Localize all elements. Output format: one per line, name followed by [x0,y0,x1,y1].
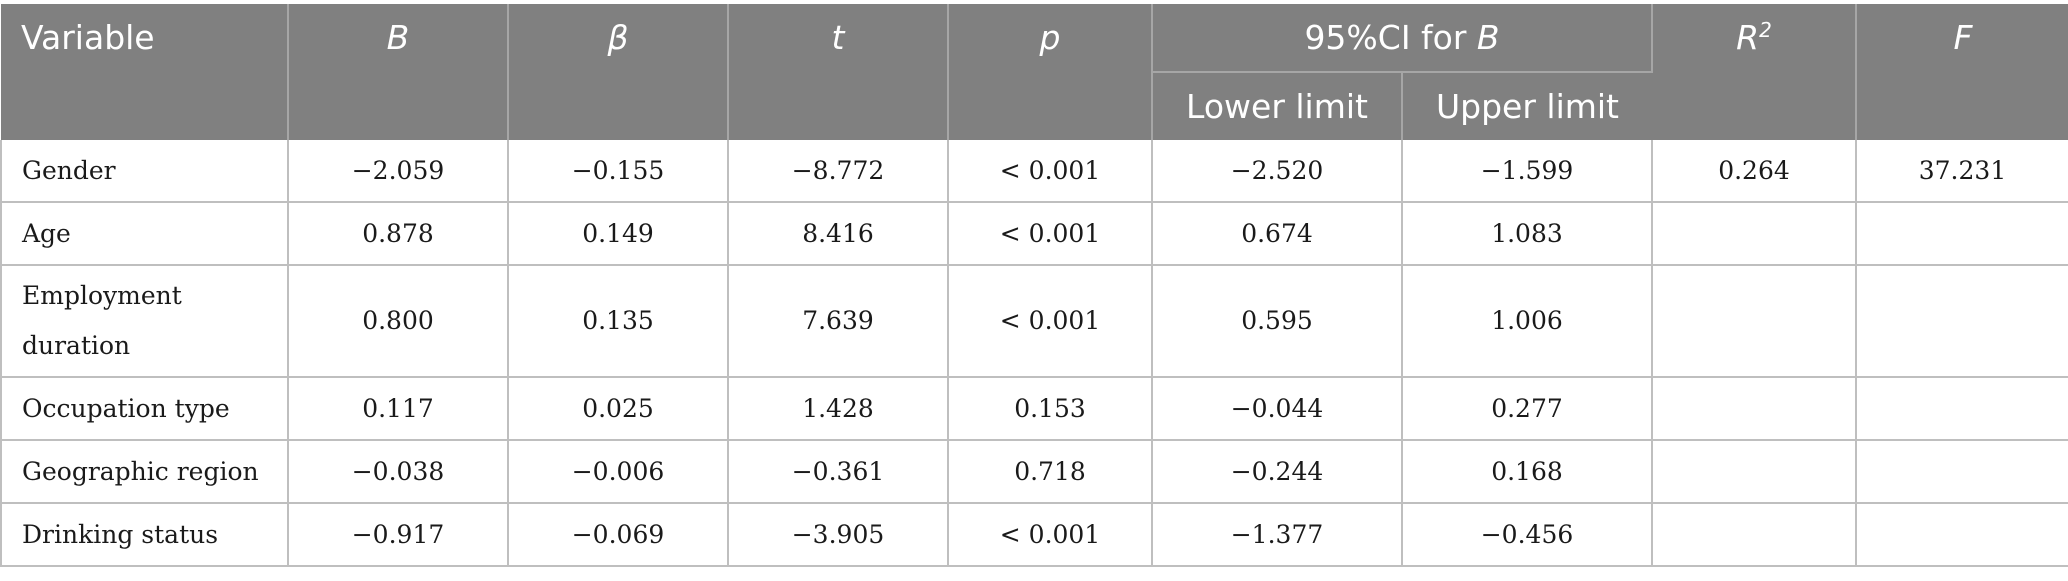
cell-r2 [1652,503,1857,567]
cell-f [1856,265,2068,378]
cell-r2 [1652,202,1857,266]
cell-b: −0.917 [288,503,509,567]
table-row: Occupation type 0.117 0.025 1.428 0.153 … [0,377,2068,441]
cell-f: 37.231 [1856,140,2068,203]
cell-b: −2.059 [288,140,509,203]
header-beta: β [508,4,729,140]
cell-variable: Gender [0,140,289,203]
header-variable: Variable [1,4,289,140]
cell-variable: Employment duration [0,265,289,378]
cell-variable: Drinking status [0,503,289,567]
cell-variable: Age [0,202,289,266]
table-header: Variable B β t p 95%CI for B R2 F Lower … [1,4,2068,140]
cell-r2: 0.264 [1652,140,1857,203]
header-lower-limit: Lower limit [1152,72,1403,140]
cell-b: 0.117 [288,377,509,441]
cell-p: < 0.001 [948,140,1153,203]
cell-lower: −2.520 [1152,140,1403,203]
header-ci-prefix: 95%CI for [1304,18,1477,57]
cell-upper: 1.006 [1402,265,1653,378]
header-b: B [288,4,509,140]
table-row: Geographic region −0.038 −0.006 −0.361 0… [0,440,2068,504]
cell-p: < 0.001 [948,265,1153,378]
cell-t: −8.772 [728,140,949,203]
cell-beta: 0.149 [508,202,729,266]
cell-p: 0.153 [948,377,1153,441]
cell-b: 0.878 [288,202,509,266]
cell-beta: 0.135 [508,265,729,378]
cell-lower: 0.595 [1152,265,1403,378]
table-row: Gender −2.059 −0.155 −8.772 < 0.001 −2.5… [0,140,2068,203]
cell-r2 [1652,377,1857,441]
table-body: Gender −2.059 −0.155 −8.772 < 0.001 −2.5… [0,140,2068,567]
cell-upper: −0.456 [1402,503,1653,567]
header-upper-limit: Upper limit [1402,72,1652,140]
cell-lower: −0.044 [1152,377,1403,441]
cell-r2 [1652,440,1857,504]
cell-t: −3.905 [728,503,949,567]
cell-t: 1.428 [728,377,949,441]
cell-beta: 0.025 [508,377,729,441]
cell-b: −0.038 [288,440,509,504]
header-p: p [948,4,1153,140]
cell-lower: −0.244 [1152,440,1403,504]
header-ci: 95%CI for B [1152,4,1653,73]
table-row: Age 0.878 0.149 8.416 < 0.001 0.674 1.08… [0,202,2068,266]
cell-r2 [1652,265,1857,378]
cell-t: 7.639 [728,265,949,378]
cell-variable-text: Employment duration [22,281,182,360]
regression-table: Variable B β t p 95%CI for B R2 F Lower … [0,4,2068,567]
cell-f [1856,503,2068,567]
cell-beta: −0.006 [508,440,729,504]
cell-f [1856,440,2068,504]
header-r-squared: R2 [1652,4,1857,140]
table-row: Drinking status −0.917 −0.069 −3.905 < 0… [0,503,2068,567]
header-ci-b: B [1476,18,1500,57]
header-t: t [728,4,949,140]
table-row: Employment duration 0.800 0.135 7.639 < … [0,265,2068,378]
cell-t: −0.361 [728,440,949,504]
cell-beta: −0.155 [508,140,729,203]
cell-lower: 0.674 [1152,202,1403,266]
cell-p: 0.718 [948,440,1153,504]
cell-t: 8.416 [728,202,949,266]
cell-variable: Occupation type [0,377,289,441]
regression-table-container: Variable B β t p 95%CI for B R2 F Lower … [0,4,2068,567]
header-f: F [1856,4,2068,140]
cell-b: 0.800 [288,265,509,378]
header-r-sup: 2 [1759,18,1772,42]
cell-variable: Geographic region [0,440,289,504]
cell-upper: 0.277 [1402,377,1653,441]
cell-f [1856,202,2068,266]
cell-p: < 0.001 [948,202,1153,266]
cell-p: < 0.001 [948,503,1153,567]
cell-f [1856,377,2068,441]
cell-upper: −1.599 [1402,140,1653,203]
header-r: R [1736,18,1760,57]
cell-upper: 1.083 [1402,202,1653,266]
cell-upper: 0.168 [1402,440,1653,504]
cell-lower: −1.377 [1152,503,1403,567]
cell-beta: −0.069 [508,503,729,567]
